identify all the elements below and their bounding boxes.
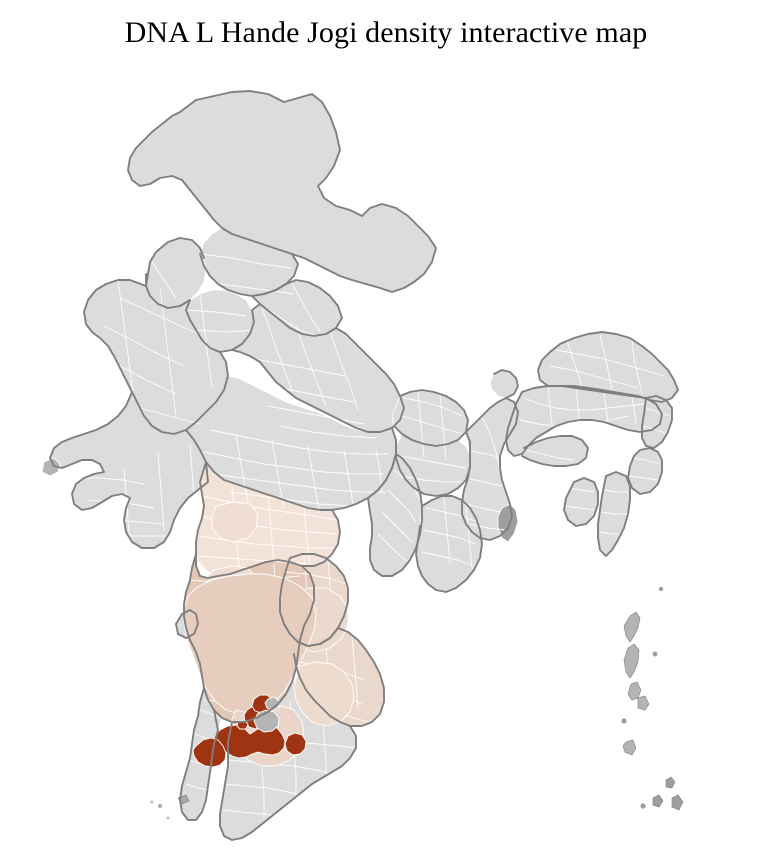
district-hotspot-east-satellite[interactable]: [284, 732, 307, 756]
region-manipur[interactable]: [627, 447, 663, 495]
district-no-data-satellite[interactable]: [264, 696, 280, 712]
district-highlight-karnataka-core[interactable]: [183, 573, 317, 715]
base-landmass-group: [41, 90, 684, 841]
district-highlight-andhra-south[interactable]: [293, 661, 355, 727]
region-tripura[interactable]: [563, 477, 599, 527]
highlight-districts-group[interactable]: [183, 501, 355, 768]
region-kutch-tip[interactable]: [41, 457, 61, 477]
page-title: DNA L Hande Jogi density interactive map: [124, 16, 648, 49]
interactive-map-canvas[interactable]: [0, 58, 772, 855]
district-hotspot-west-lobe[interactable]: [192, 737, 227, 768]
india-choropleth-svg[interactable]: [0, 58, 772, 855]
region-andaman-nicobar-islands[interactable]: [621, 586, 684, 811]
state-border-group: [49, 90, 679, 841]
district-light-highlight-a[interactable]: [211, 501, 259, 543]
region-nagaland[interactable]: [641, 395, 673, 449]
